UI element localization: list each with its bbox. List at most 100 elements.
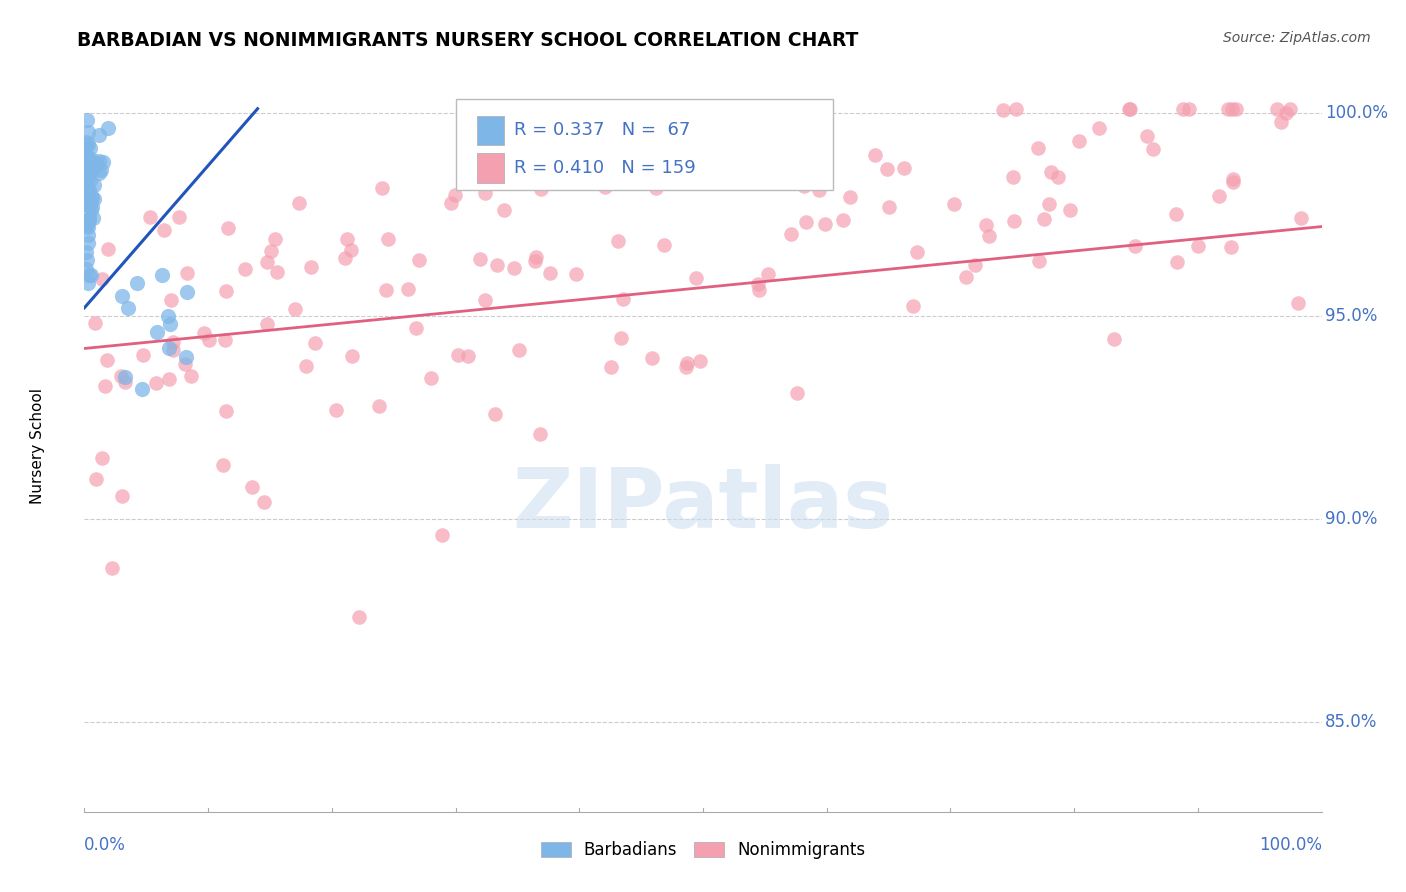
Point (1265, 102, 1288, 116)
Point (304, 335, 326, 350)
Point (264, 232, 287, 246)
Point (457, 350, 479, 364)
Point (1005, 102, 1028, 116)
Point (77, 169, 100, 183)
Point (266, 265, 288, 279)
Point (76, 149, 98, 163)
Point (863, 148, 886, 162)
Point (1288, 296, 1310, 310)
Point (1222, 175, 1244, 189)
Point (75, 176, 97, 190)
Point (176, 285, 198, 299)
Point (1032, 211, 1054, 226)
Point (506, 158, 529, 172)
Point (447, 348, 470, 362)
Bar (477, 116, 503, 145)
Point (955, 270, 977, 285)
Point (484, 407, 506, 421)
Point (111, 489, 134, 503)
Point (96, 353, 118, 368)
Point (405, 320, 427, 334)
Point (1187, 239, 1209, 253)
Point (778, 102, 800, 116)
Point (75, 187, 97, 202)
Point (89, 128, 111, 143)
Point (90, 163, 112, 178)
Point (876, 162, 898, 177)
Point (176, 350, 198, 364)
Point (75, 167, 97, 181)
Point (150, 268, 173, 283)
Point (242, 480, 264, 494)
Point (1275, 106, 1298, 120)
Point (77, 199, 100, 213)
Point (1102, 332, 1125, 346)
Point (377, 232, 399, 246)
Point (979, 229, 1001, 244)
Point (77, 137, 100, 152)
Point (110, 368, 132, 383)
Point (83, 178, 105, 193)
Point (1069, 134, 1091, 148)
Point (76, 213, 98, 227)
Point (474, 293, 496, 308)
Point (91, 155, 114, 169)
Point (636, 102, 658, 116)
Point (1002, 214, 1025, 228)
Point (82, 211, 104, 225)
Point (87, 166, 110, 180)
Point (84, 156, 107, 170)
Point (76, 252, 98, 267)
Point (675, 356, 697, 370)
Point (1118, 102, 1140, 116)
Point (217, 221, 239, 235)
Point (75, 159, 97, 173)
Point (132, 349, 155, 363)
Point (214, 333, 236, 347)
Point (430, 528, 453, 542)
Point (1026, 141, 1049, 155)
Point (162, 334, 184, 349)
Point (83, 192, 105, 206)
Point (641, 351, 664, 365)
Point (1278, 102, 1301, 116)
Point (814, 217, 837, 231)
Point (644, 181, 666, 195)
Point (786, 385, 808, 400)
Point (598, 128, 620, 143)
Point (77, 125, 100, 139)
Point (530, 182, 553, 196)
Bar (477, 153, 503, 183)
Point (288, 195, 311, 210)
Point (440, 195, 463, 210)
Point (903, 299, 925, 313)
Point (75, 217, 97, 231)
Point (75, 178, 97, 193)
Point (193, 326, 215, 340)
Point (79, 141, 101, 155)
Point (79, 268, 101, 283)
Point (905, 244, 928, 259)
Point (215, 284, 238, 298)
Text: R = 0.410   N = 159: R = 0.410 N = 159 (513, 159, 696, 177)
Point (340, 243, 363, 257)
Point (368, 399, 391, 413)
Point (1119, 102, 1142, 116)
Point (76, 162, 98, 177)
Point (256, 318, 278, 332)
Text: Source: ZipAtlas.com: Source: ZipAtlas.com (1223, 31, 1371, 45)
Text: BARBADIAN VS NONIMMIGRANTS NURSERY SCHOOL CORRELATION CHART: BARBADIAN VS NONIMMIGRANTS NURSERY SCHOO… (77, 31, 859, 50)
Point (706, 112, 728, 126)
Point (1289, 211, 1312, 226)
Point (508, 343, 530, 358)
Point (77, 186, 100, 201)
Point (157, 342, 180, 356)
Point (75, 196, 97, 211)
Point (77, 187, 100, 202)
Point (97, 242, 120, 256)
Point (1166, 255, 1188, 269)
Point (839, 189, 862, 203)
Point (524, 251, 547, 265)
Point (779, 227, 801, 241)
Point (893, 161, 915, 175)
